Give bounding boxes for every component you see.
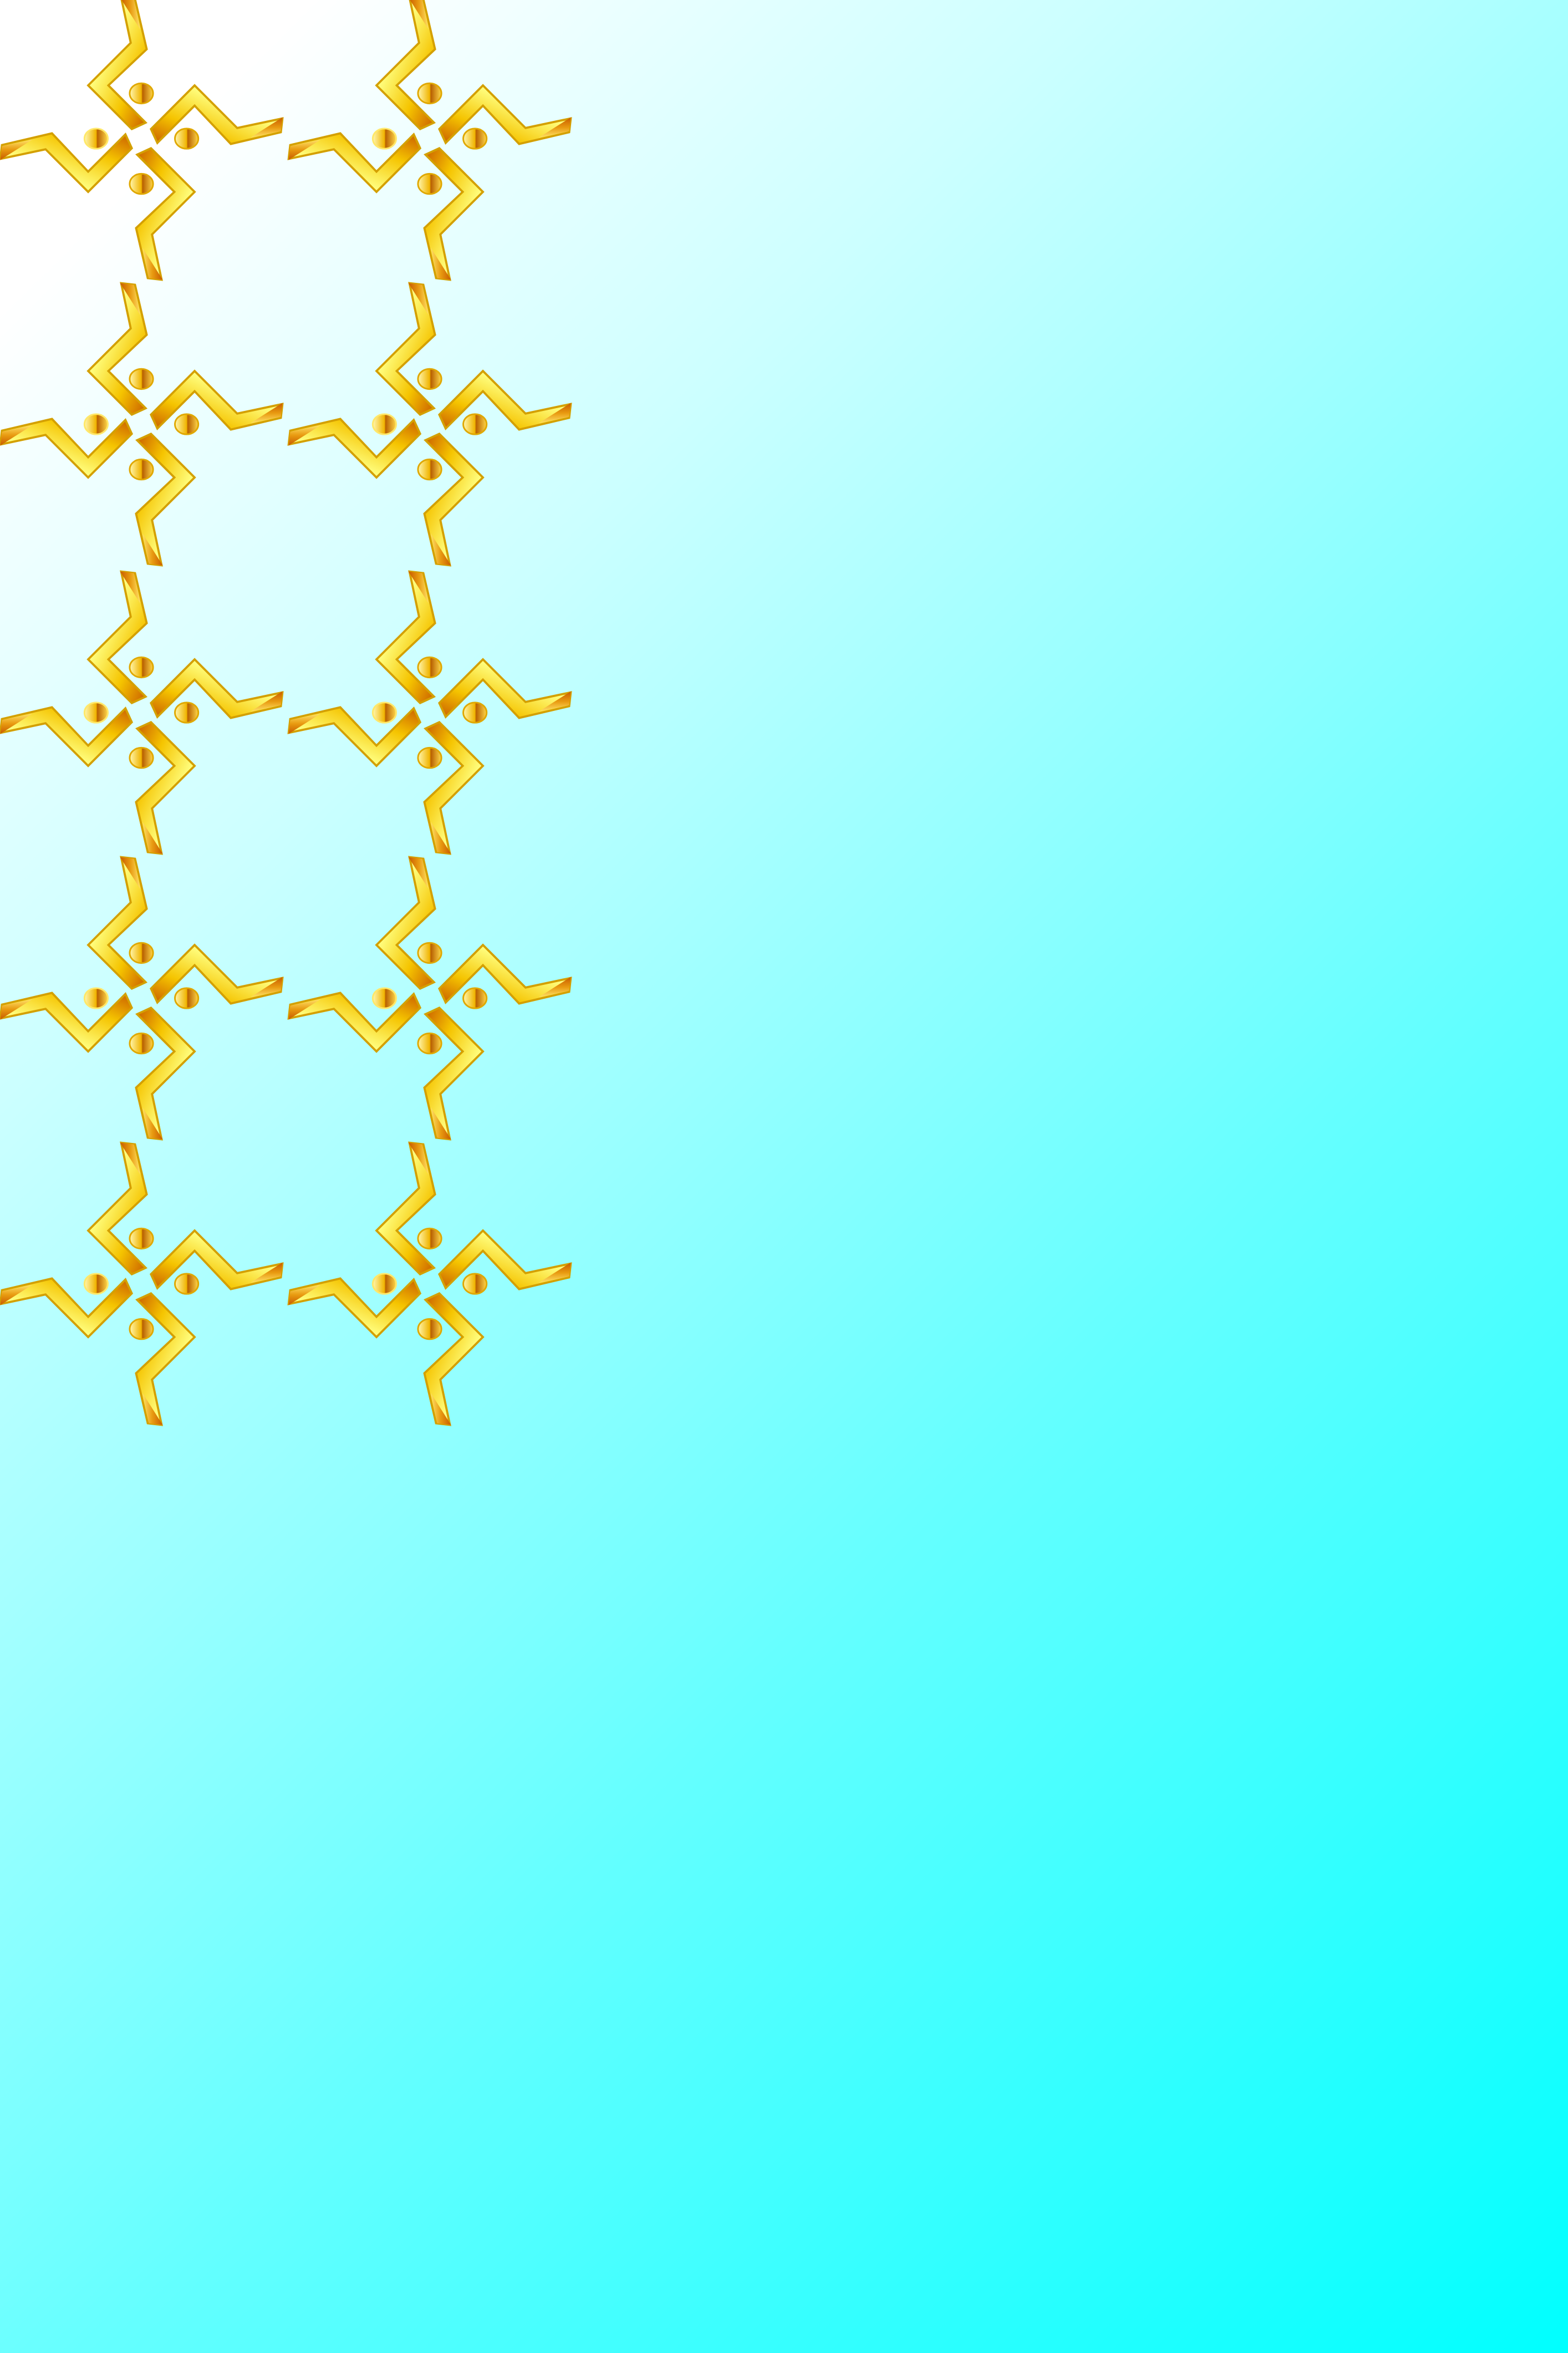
swastika-ornament-icon bbox=[1, 0, 283, 279]
swastika-ornament-icon bbox=[1, 283, 283, 566]
swastika-ornament-icon bbox=[1, 572, 283, 854]
swastika-ornament-icon bbox=[1, 1143, 283, 1425]
swastika-ornament-icon bbox=[289, 572, 571, 854]
swastika-ornament-icon bbox=[289, 0, 571, 279]
swastika-ornament-icon bbox=[289, 1143, 571, 1425]
swastika-ornament-icon bbox=[289, 283, 571, 566]
swastika-ornament-icon bbox=[289, 857, 571, 1140]
swastika-ornament-icon bbox=[1, 857, 283, 1140]
